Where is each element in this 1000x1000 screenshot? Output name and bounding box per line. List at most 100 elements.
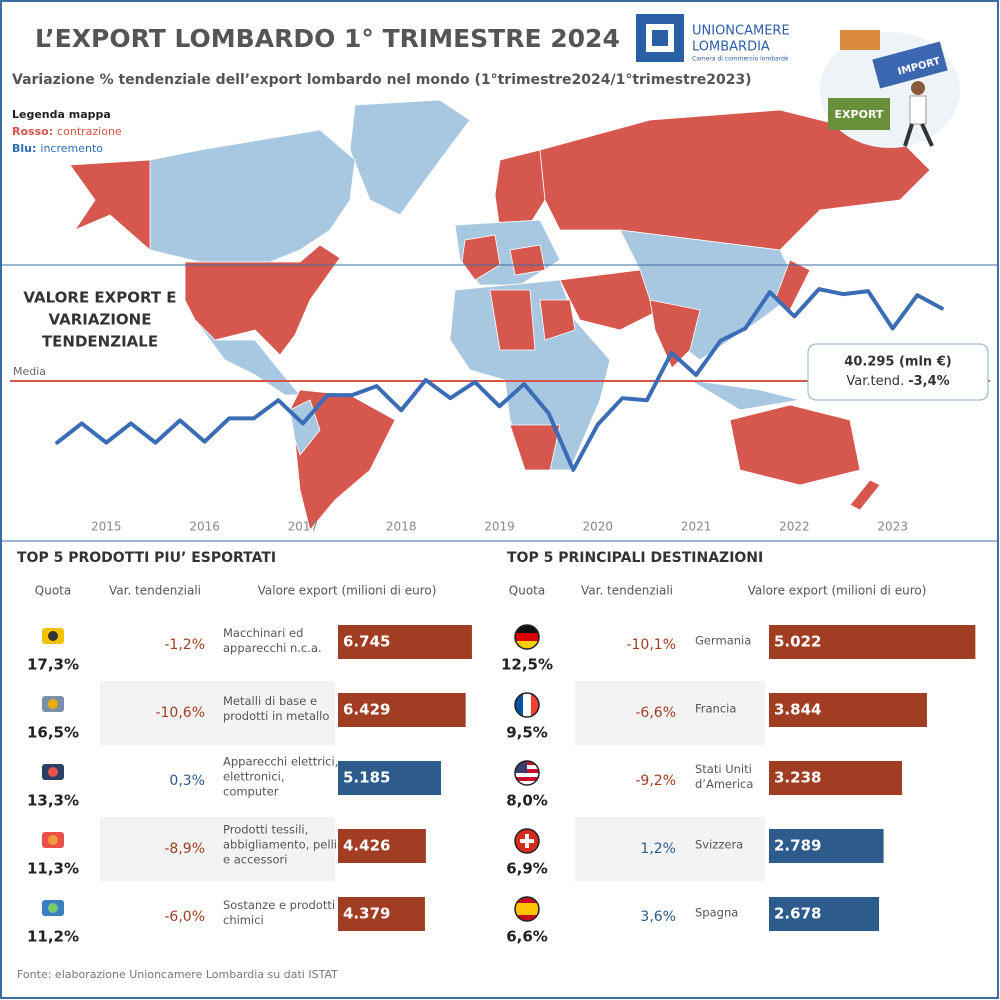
category-label: prodotti in metallo (223, 709, 329, 723)
column-header: Var. tendenziali (581, 584, 673, 598)
legend-key: Rosso: (12, 125, 53, 138)
column-header: Valore export (milioni di euro) (258, 584, 437, 598)
change-label: 0,3% (169, 773, 205, 789)
x-tick-label: 2016 (189, 520, 220, 534)
bar (769, 761, 903, 795)
line-chart-title: VARIAZIONE (49, 311, 152, 329)
tooltip-value: 40.295 (mln €) (844, 355, 951, 370)
flag-part (515, 777, 539, 781)
category-label: d’America (695, 777, 753, 791)
row-shade (575, 681, 765, 745)
tooltip-change: Var.tend. -3,4% (846, 374, 949, 389)
bar-value-label: 3.238 (774, 769, 821, 787)
flag-part (523, 693, 531, 717)
category-label: Svizzera (695, 838, 743, 852)
bar (338, 829, 426, 863)
legend-text: contrazione (57, 125, 122, 138)
row-shade (100, 817, 335, 881)
flag (515, 693, 539, 717)
flag-rim (514, 828, 540, 854)
bar (338, 625, 472, 659)
section-title: TOP 5 PRINCIPALI DESTINAZIONI (507, 550, 763, 566)
share-label: 8,0% (506, 792, 548, 810)
category-label: abbigliamento, pelli (223, 838, 337, 852)
x-tick-label: 2021 (681, 520, 712, 534)
category-label: computer (223, 785, 279, 799)
bar (769, 897, 880, 931)
legend-title: Legenda mappa (12, 108, 111, 121)
logo-tagline: Camera di commercio lombarde (692, 56, 789, 63)
bar (769, 625, 976, 659)
flag (515, 625, 539, 649)
category-label: chimici (223, 913, 264, 927)
change-label: 1,2% (640, 841, 676, 857)
export-line (55, 287, 944, 472)
bar-value-label: 3.844 (774, 701, 821, 719)
share-label: 16,5% (27, 724, 79, 742)
category-label: Stati Uniti (695, 762, 752, 776)
bar-value-label: 4.426 (343, 837, 390, 855)
change-label: -10,1% (626, 637, 676, 653)
flag-part (515, 625, 539, 633)
flag-part (515, 781, 539, 785)
category-label: Apparecchi elettrici, (223, 755, 338, 769)
legend-red: Rosso: contrazione (12, 125, 122, 138)
x-tick-label: 2022 (779, 520, 810, 534)
illustration: IMPORT EXPORT (820, 30, 960, 148)
logo-name: LOMBARDIA (692, 40, 770, 55)
bar-value-label: 6.745 (343, 633, 390, 651)
x-tick-label: 2018 (386, 520, 417, 534)
flag-rim (514, 896, 540, 922)
x-tick-label: 2019 (484, 520, 515, 534)
bar-value-label: 5.185 (343, 769, 390, 787)
x-tick-label: 2023 (877, 520, 908, 534)
line-chart-title: VALORE EXPORT E (23, 289, 176, 307)
flag-part (515, 773, 539, 777)
bar-value-label: 4.379 (343, 905, 390, 923)
tooltip-change-label: Var.tend. (846, 374, 904, 389)
bar (338, 693, 466, 727)
column-header: Quota (509, 584, 545, 598)
change-label: -6,0% (164, 909, 205, 925)
share-label: 11,3% (27, 860, 79, 878)
category-label: Sostanze e prodotti (223, 898, 335, 912)
category-label: Prodotti tessili, (223, 823, 308, 837)
category-label: e accessori (223, 853, 287, 867)
legend-text: incremento (40, 142, 103, 155)
flag-rim (514, 692, 540, 718)
flag-part (515, 693, 523, 717)
flag-rim (514, 624, 540, 650)
share-label: 9,5% (506, 724, 548, 742)
bar-value-label: 2.789 (774, 837, 821, 855)
share-label: 13,3% (27, 792, 79, 810)
column-header: Quota (35, 584, 71, 598)
flag-part (515, 633, 539, 641)
section-title: TOP 5 PRODOTTI PIU’ ESPORTATI (17, 550, 276, 566)
subtitle: Variazione % tendenziale dell’export lom… (12, 72, 752, 88)
category-label: Macchinari ed (223, 626, 303, 640)
bar (769, 829, 884, 863)
row-shade (100, 681, 335, 745)
export-label: EXPORT (835, 108, 884, 121)
column-header: Var. tendenziali (109, 584, 201, 598)
flag-part (520, 839, 534, 843)
line-chart: VALORE EXPORT E VARIAZIONE TENDENZIALE 2015… (10, 287, 990, 534)
bar-value-label: 6.429 (343, 701, 390, 719)
bar (338, 897, 425, 931)
icon (48, 699, 58, 709)
share-label: 12,5% (501, 656, 553, 674)
title: L’EXPORT LOMBARDO 1° TRIMESTRE 2024 (35, 24, 620, 53)
change-label: -8,9% (164, 841, 205, 857)
category-label: Francia (695, 702, 736, 716)
world-map (69, 99, 931, 531)
bar (338, 761, 441, 795)
change-label: -1,2% (164, 637, 205, 653)
logo: UNIONCAMERE LOMBARDIA Camera di commerci… (636, 14, 790, 63)
flag-part (515, 641, 539, 649)
column-header: Valore export (milioni di euro) (748, 584, 927, 598)
share-label: 17,3% (27, 656, 79, 674)
share-label: 6,9% (506, 860, 548, 878)
category-label: Spagna (695, 906, 738, 920)
